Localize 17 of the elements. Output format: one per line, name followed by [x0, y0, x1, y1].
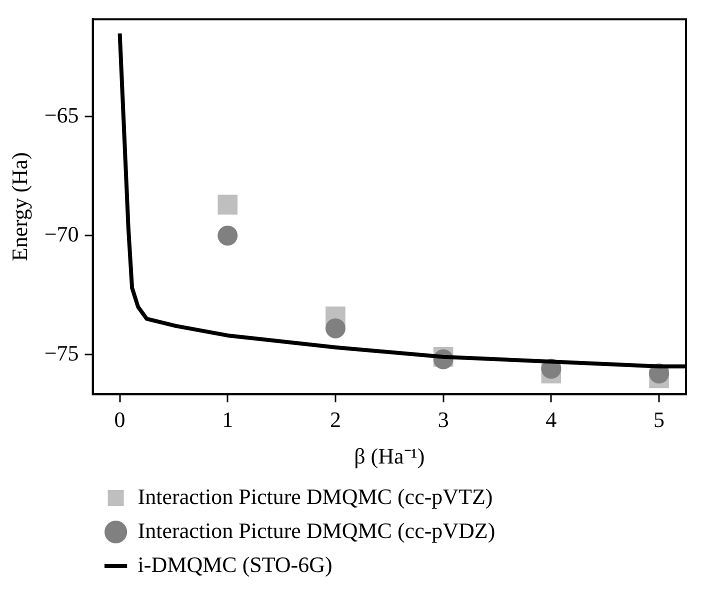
- legend-label: i-DMQMC (STO-6G): [138, 552, 332, 577]
- x-axis-title: β (Ha⁻¹): [354, 444, 425, 469]
- x-tick-label: 5: [654, 407, 665, 432]
- legend-label: Interaction Picture DMQMC (cc-pVDZ): [138, 518, 496, 543]
- x-tick-label: 4: [546, 407, 557, 432]
- x-tick-label: 3: [438, 407, 449, 432]
- point: [218, 194, 238, 215]
- y-tick-label: −75: [44, 340, 79, 366]
- point: [325, 318, 346, 338]
- x-tick-label: 2: [330, 407, 341, 432]
- y-tick-label: −70: [44, 221, 79, 246]
- x-tick-label: 0: [114, 407, 126, 432]
- x-tick-label: 1: [222, 407, 234, 432]
- point: [218, 226, 238, 246]
- y-axis-title: Energy (Ha): [6, 152, 32, 262]
- y-tick-label: −65: [44, 102, 79, 128]
- legend-label: Interaction Picture DMQMC (cc-pVTZ): [138, 484, 493, 509]
